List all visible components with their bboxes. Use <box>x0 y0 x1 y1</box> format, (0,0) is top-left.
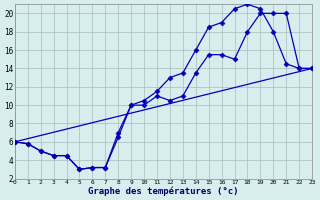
X-axis label: Graphe des températures (°c): Graphe des températures (°c) <box>88 186 239 196</box>
